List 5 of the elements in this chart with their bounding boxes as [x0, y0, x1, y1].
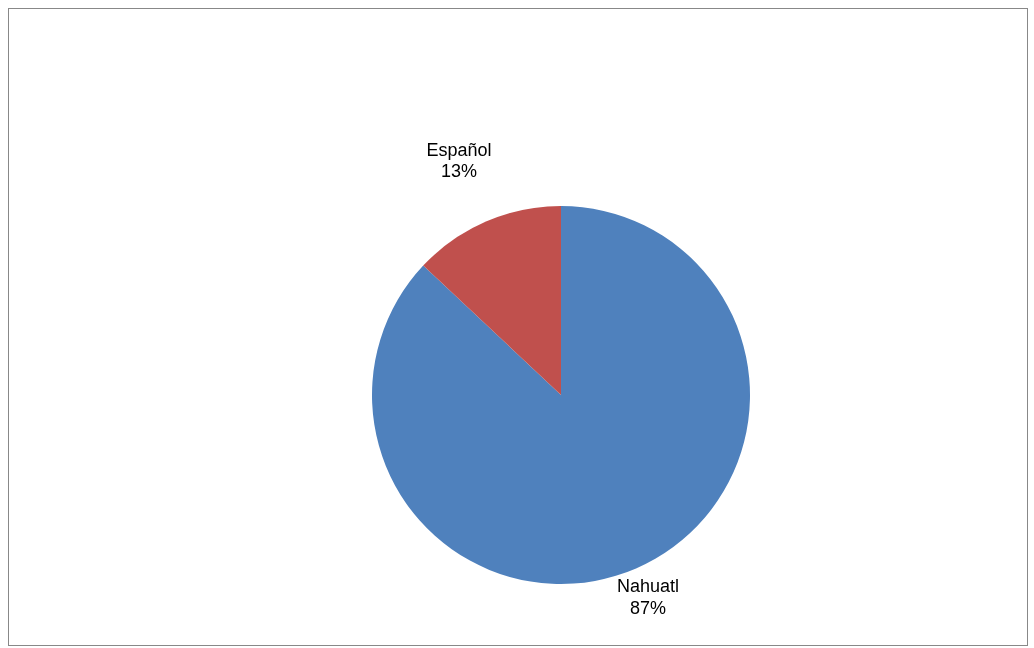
- pie-slice: [423, 206, 561, 395]
- data-label: 87%: [629, 597, 666, 618]
- slice-label: Nahuatl: [616, 576, 679, 597]
- slice-label: Español: [426, 139, 492, 160]
- data-label: 13%: [440, 161, 477, 182]
